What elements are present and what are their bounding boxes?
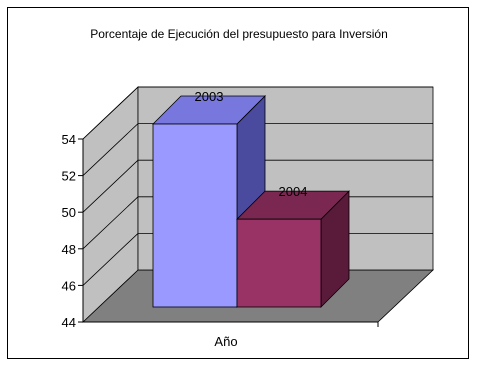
bar-2004 xyxy=(236,190,350,308)
data-labels: 2003 2004 xyxy=(195,89,308,199)
bars xyxy=(152,95,350,308)
y-tick-label: 52 xyxy=(62,169,76,184)
bar-front xyxy=(236,218,322,308)
chart-frame: Porcentaje de Ejecución del presupuesto … xyxy=(7,7,469,359)
y-tick-labels: 44 46 48 50 52 54 xyxy=(62,132,83,330)
gridline xyxy=(82,86,433,140)
y-tick-label: 48 xyxy=(62,242,76,257)
x-category-label: Año xyxy=(214,334,237,349)
y-tick-label: 54 xyxy=(62,132,76,147)
data-label-2004: 2004 xyxy=(279,184,308,199)
axes xyxy=(82,139,379,327)
data-label-2003: 2003 xyxy=(195,89,224,104)
y-tick-label: 46 xyxy=(62,278,76,293)
gridline xyxy=(82,123,433,176)
bar-front xyxy=(152,123,238,308)
gridline xyxy=(82,159,433,213)
y-tick-label: 44 xyxy=(62,315,76,330)
y-tick-label: 50 xyxy=(62,205,76,220)
chart-title: Porcentaje de Ejecución del presupuesto … xyxy=(90,27,388,41)
bar-chart: Porcentaje de Ejecución del presupuesto … xyxy=(62,27,435,349)
gridlines xyxy=(82,86,433,286)
